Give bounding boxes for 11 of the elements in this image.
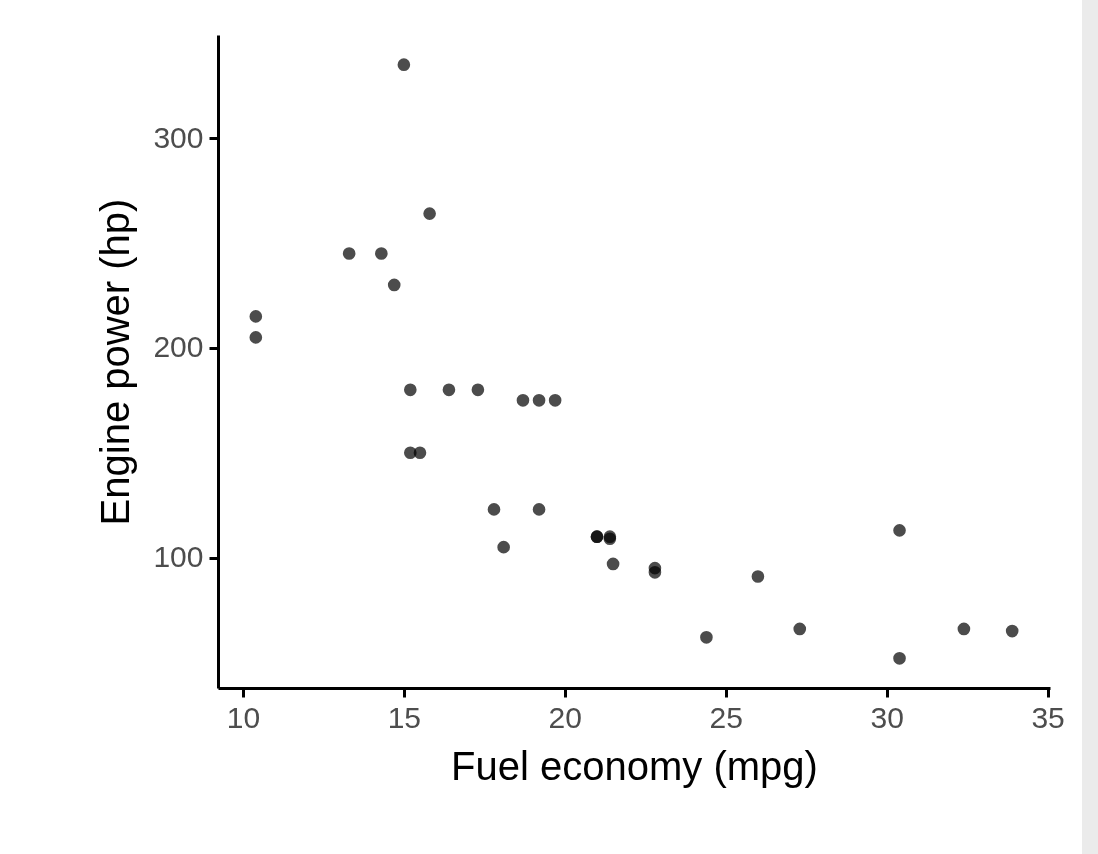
y-axis-title: Engine power (hp) [93, 198, 138, 526]
x-tick-label: 25 [709, 700, 743, 734]
y-tick-label: 100 [153, 540, 204, 574]
x-tick-label: 10 [226, 700, 261, 734]
x-axis-title: Fuel economy (mpg) [451, 743, 818, 788]
x-tick-label: 20 [548, 700, 582, 734]
x-tick-label: 30 [870, 700, 904, 734]
x-tick-label: 35 [1031, 700, 1065, 734]
x-tick-label: 15 [387, 700, 422, 734]
y-tick-label: 200 [153, 330, 204, 364]
y-tick-label: 300 [153, 120, 204, 154]
